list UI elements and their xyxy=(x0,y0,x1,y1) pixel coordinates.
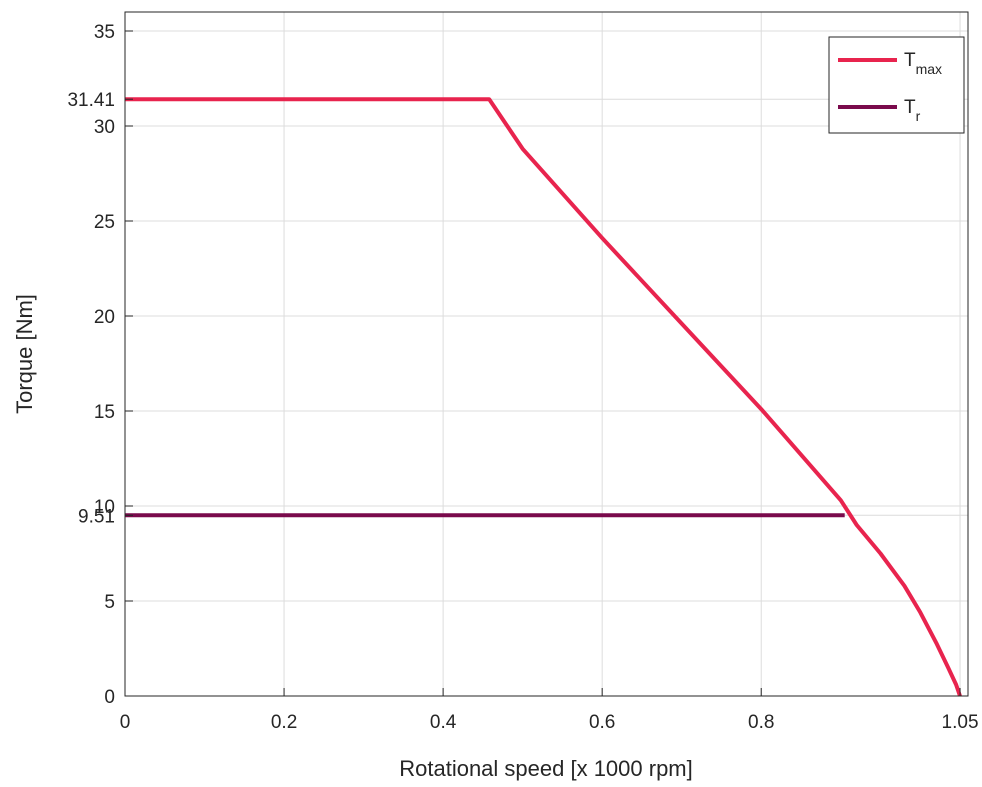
x-tick-label: 1.05 xyxy=(942,712,979,733)
y-tick-label: 10 xyxy=(94,497,115,518)
y-tick-label: 5 xyxy=(104,592,115,613)
y-tick-label: 25 xyxy=(94,212,115,233)
x-tick-label: 0.4 xyxy=(430,712,457,733)
y-tick-label: 35 xyxy=(94,22,115,43)
x-tick-label: 0 xyxy=(120,712,131,733)
y-tick-label: 31.41 xyxy=(67,90,115,111)
tmax-series-line xyxy=(125,97,962,697)
y-tick-label: 15 xyxy=(94,402,115,423)
legend: Tmax Tr xyxy=(828,36,965,134)
y-tick-label: 20 xyxy=(94,307,115,328)
y-tick-label: 30 xyxy=(94,117,115,138)
legend-tr-label: Tr xyxy=(904,97,921,124)
x-tick-label: 0.2 xyxy=(271,712,297,733)
y-tick-label: 0 xyxy=(104,687,115,708)
plot-axes-box xyxy=(124,11,969,697)
y-tick-label: 9.51 xyxy=(78,506,115,527)
series-lines xyxy=(125,97,962,697)
y-axis-title: Torque [Nm] xyxy=(12,294,37,414)
legend-box xyxy=(828,36,965,134)
x-tick-label: 0.6 xyxy=(589,712,615,733)
x-tick-label: 0.8 xyxy=(748,712,774,733)
x-axis-title: Rotational speed [x 1000 rpm] xyxy=(399,756,693,781)
legend-tmax-label: Tmax xyxy=(904,50,942,77)
